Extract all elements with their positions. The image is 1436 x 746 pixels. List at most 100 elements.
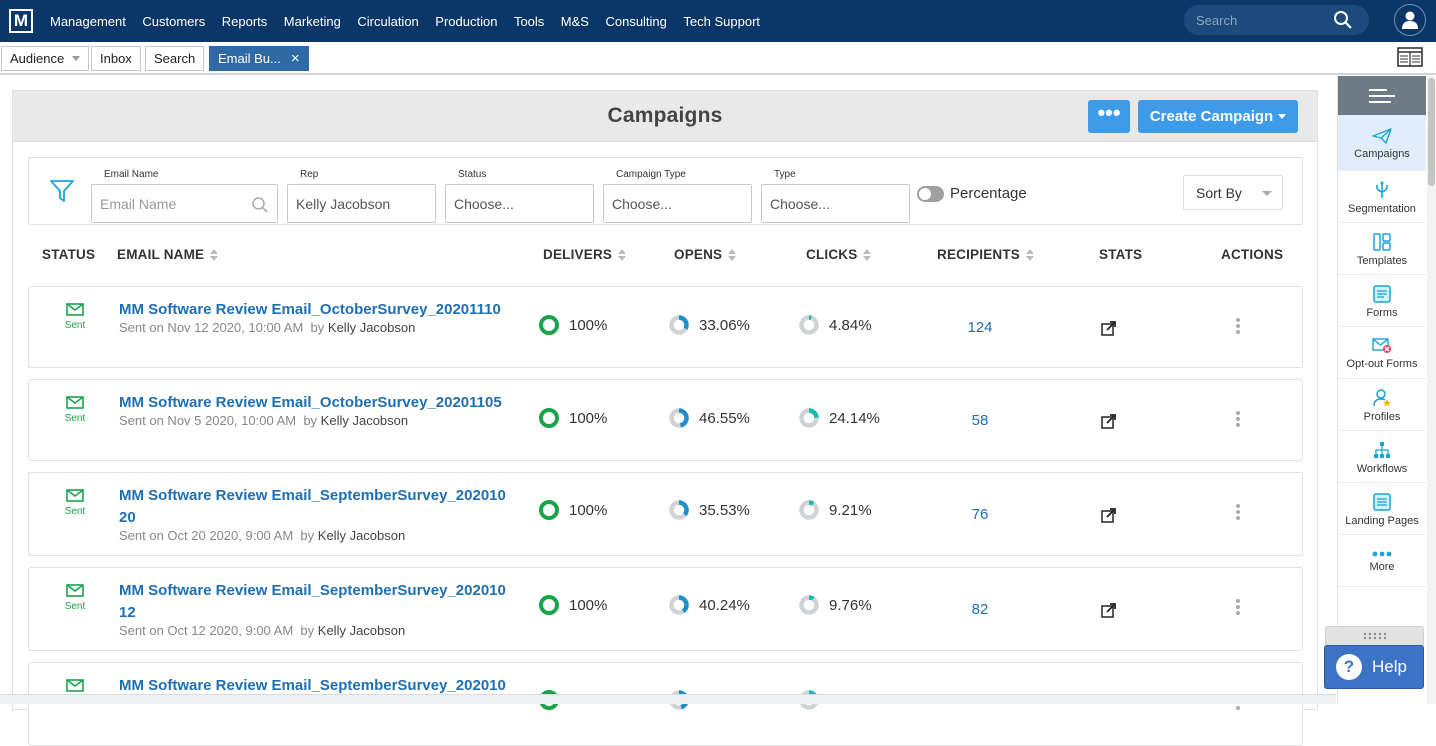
external-link-icon[interactable] [1101, 508, 1116, 528]
filter-icon[interactable] [49, 178, 75, 209]
email-name-link[interactable]: MM Software Review Email_OctoberSurvey_2… [119, 392, 514, 414]
header-recipients-label: RECIPIENTS [937, 247, 1021, 262]
opens-cell: 33.06% [668, 314, 750, 336]
sent-date: Sent on Nov 5 2020, 10:00 AM [119, 413, 297, 428]
close-icon[interactable]: × [290, 50, 300, 67]
sort-icon [728, 248, 737, 261]
sort-by-select[interactable]: Sort By [1183, 175, 1283, 210]
tab-email-builder[interactable]: Email Bu... × [209, 46, 309, 71]
global-search-input[interactable] [1184, 12, 1329, 28]
campaign-type-select[interactable]: Choose... [603, 184, 752, 223]
create-campaign-button[interactable]: Create Campaign [1138, 100, 1298, 133]
nav-ms[interactable]: M&S [560, 13, 589, 29]
header-status-label: STATUS [42, 247, 96, 262]
opens-cell: 46.55% [668, 407, 750, 429]
opens-donut-icon [669, 315, 689, 335]
nav-consulting[interactable]: Consulting [605, 13, 667, 29]
email-name-field[interactable]: Email Name [91, 184, 278, 223]
more-options-button[interactable]: ••• [1088, 100, 1130, 133]
recipients-link[interactable]: 124 [967, 319, 993, 336]
rep-select[interactable]: Kelly Jacobson [287, 184, 436, 223]
clicks-donut-icon [799, 408, 819, 428]
opens-donut-icon [669, 408, 689, 428]
sidebar-item-workflows[interactable]: Workflows [1338, 431, 1426, 483]
templates-icon [1373, 232, 1391, 251]
sidebar-item-templates[interactable]: Templates [1338, 223, 1426, 275]
nav-customers[interactable]: Customers [142, 13, 206, 29]
page-bottom-edge [0, 694, 1336, 704]
sidebar-menu-icon[interactable] [1338, 76, 1426, 115]
header-email-name[interactable]: EMAIL NAME [117, 247, 219, 262]
recipients-link[interactable]: 76 [971, 506, 989, 523]
header-actions: ACTIONS [1221, 247, 1283, 262]
nav-management[interactable]: Management [50, 13, 126, 29]
email-name-link[interactable]: MM Software Review Email_OctoberSurvey_2… [119, 299, 514, 321]
sidebar-item-opt-out-forms[interactable]: Opt-out Forms [1338, 327, 1426, 379]
status-select[interactable]: Choose... [445, 184, 594, 223]
sidebar-item-profiles[interactable]: Profiles [1338, 379, 1426, 431]
table-row: MM Software Review Email_SeptemberSurvey… [28, 662, 1303, 746]
drag-handle-icon[interactable] [1325, 626, 1424, 646]
sent-info: Sent on Oct 12 2020, 9:00 AM by Kelly Ja… [119, 623, 405, 638]
help-button[interactable]: ? Help [1324, 645, 1424, 689]
nav-production[interactable]: Production [435, 13, 498, 29]
row-actions-kebab-icon[interactable] [1236, 318, 1240, 336]
by-prefix: by [303, 413, 318, 428]
delivers-value: 100% [569, 316, 608, 334]
nav-marketing[interactable]: Marketing [283, 13, 341, 29]
page-scrollbar[interactable] [1427, 76, 1436, 704]
clicks-cell: 4.84% [798, 314, 872, 336]
user-avatar-icon[interactable] [1394, 4, 1426, 36]
sidebar-item-segmentation[interactable]: Segmentation [1338, 171, 1426, 223]
row-actions-kebab-icon[interactable] [1236, 504, 1240, 522]
header-delivers[interactable]: DELIVERS [543, 247, 627, 262]
email-name-line1: MM Software Review Email_SeptemberSurvey… [119, 582, 506, 599]
recipients-link[interactable]: 82 [971, 601, 989, 618]
nav-circulation[interactable]: Circulation [357, 13, 419, 29]
header-recipients[interactable]: RECIPIENTS [937, 247, 1035, 262]
status-filter: Status Choose... [445, 169, 594, 223]
app-logo[interactable]: M [9, 9, 33, 33]
nav-tools[interactable]: Tools [513, 13, 545, 29]
nav-reports[interactable]: Reports [221, 13, 268, 29]
email-name-link[interactable]: MM Software Review Email_SeptemberSurvey… [119, 485, 514, 529]
envelope-icon [66, 584, 84, 601]
sidebar-item-landing-pages[interactable]: Landing Pages [1338, 483, 1426, 535]
percentage-toggle[interactable] [917, 186, 944, 202]
email-name-link[interactable]: MM Software Review Email_SeptemberSurvey… [119, 580, 514, 624]
recipients-link[interactable]: 58 [971, 412, 989, 429]
delivers-ring-icon [539, 315, 559, 335]
tab-inbox[interactable]: Inbox [91, 46, 141, 71]
panel-toggle-icon[interactable] [1397, 47, 1423, 67]
sort-icon [863, 248, 872, 261]
external-link-icon[interactable] [1101, 414, 1116, 434]
row-actions-kebab-icon[interactable] [1236, 599, 1240, 617]
main-menu: Management Customers Reports Marketing C… [50, 14, 777, 29]
delivers-ring-icon [539, 408, 559, 428]
row-actions-kebab-icon[interactable] [1236, 411, 1240, 429]
external-link-icon[interactable] [1101, 603, 1116, 623]
sender-name: Kelly Jacobson [320, 413, 409, 428]
nav-tech-support[interactable]: Tech Support [683, 13, 761, 29]
header-actions-label: ACTIONS [1221, 247, 1284, 262]
search-icon[interactable] [1333, 10, 1353, 35]
sidebar-item-more[interactable]: More [1338, 535, 1426, 587]
sent-date: Sent on Oct 20 2020, 9:00 AM [119, 528, 294, 543]
type-select[interactable]: Choose... [761, 184, 910, 223]
panel-header: Campaigns ••• Create Campaign [13, 91, 1317, 142]
workflows-icon [1374, 441, 1390, 458]
external-link-icon[interactable] [1101, 321, 1116, 341]
email-name-link[interactable]: MM Software Review Email_SeptemberSurvey… [119, 675, 514, 697]
top-nav: M Management Customers Reports Marketing… [0, 0, 1436, 42]
sidebar-item-forms[interactable]: Forms [1338, 275, 1426, 327]
header-opens[interactable]: OPENS [674, 247, 737, 262]
by-prefix: by [300, 528, 315, 543]
table-row: Sent MM Software Review Email_OctoberSur… [28, 286, 1303, 368]
tab-audience[interactable]: Audience [1, 46, 90, 71]
tab-search[interactable]: Search [145, 46, 205, 71]
scrollbar-thumb[interactable] [1428, 78, 1435, 186]
header-clicks[interactable]: CLICKS [806, 247, 872, 262]
sidebar-item-campaigns[interactable]: Campaigns [1338, 115, 1426, 171]
clicks-cell: 24.14% [798, 407, 880, 429]
chevron-down-icon [1278, 114, 1287, 119]
